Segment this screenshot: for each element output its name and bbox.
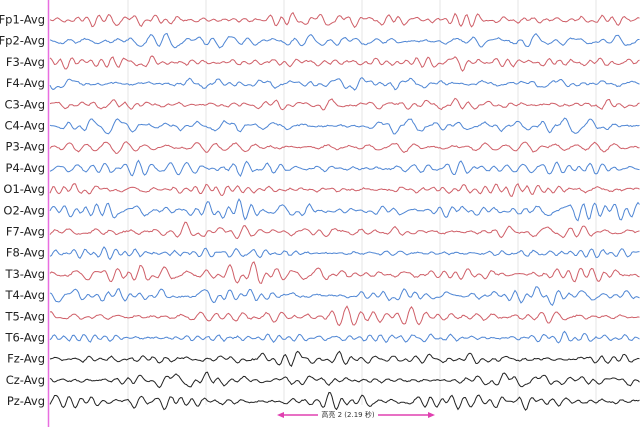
channel-label: Pz-Avg bbox=[7, 394, 45, 408]
eeg-trace bbox=[49, 221, 640, 240]
annotation-bg bbox=[318, 410, 378, 420]
eeg-trace bbox=[49, 198, 640, 222]
channel-label: T3-Avg bbox=[4, 267, 45, 281]
channel-label: T5-Avg bbox=[4, 309, 45, 323]
channel-labels: Fp1-Avg Fp2-Avg F3-Avg F4-Avg C3-Avg C4-Avg P3… bbox=[0, 13, 45, 409]
channel-label: F7-Avg bbox=[6, 225, 45, 239]
eeg-trace bbox=[49, 55, 640, 72]
traces bbox=[49, 11, 640, 411]
eeg-trace bbox=[49, 286, 640, 307]
channel-label: Fp1-Avg bbox=[0, 13, 45, 27]
channel-label: Fp2-Avg bbox=[0, 34, 45, 48]
eeg-trace bbox=[49, 246, 640, 261]
channel-label: C3-Avg bbox=[4, 97, 45, 111]
channel-label: Cz-Avg bbox=[6, 373, 45, 387]
channel-label: O2-Avg bbox=[3, 203, 45, 217]
annotation-label: 高亮 2 (2.19 秒) bbox=[321, 410, 374, 419]
eeg-trace bbox=[49, 32, 640, 49]
channel-label: Fz-Avg bbox=[7, 352, 45, 366]
channel-label: F8-Avg bbox=[6, 246, 45, 260]
eeg-trace bbox=[49, 159, 640, 178]
eeg-trace bbox=[49, 330, 640, 344]
eeg-trace bbox=[49, 117, 640, 135]
annotation: 高亮 2 (2.19 秒) bbox=[277, 410, 435, 420]
channel-label: F3-Avg bbox=[6, 55, 45, 69]
channel-label: O1-Avg bbox=[3, 182, 45, 196]
eeg-trace bbox=[49, 371, 640, 389]
arrow-head bbox=[277, 412, 284, 418]
channel-label: C4-Avg bbox=[4, 119, 45, 133]
eeg-trace bbox=[49, 261, 640, 284]
eeg-trace bbox=[49, 183, 640, 197]
channel-label: T6-Avg bbox=[4, 331, 45, 345]
channel-label: P4-Avg bbox=[6, 161, 45, 175]
eeg-trace bbox=[49, 350, 640, 368]
eeg-trace bbox=[49, 97, 640, 111]
eeg-trace bbox=[49, 141, 640, 155]
eeg-trace bbox=[49, 76, 640, 91]
time-grid bbox=[127, 0, 597, 405]
channel-label: F4-Avg bbox=[6, 76, 45, 90]
channel-label: T4-Avg bbox=[4, 288, 45, 302]
arrow-head bbox=[428, 412, 435, 418]
eeg-trace bbox=[49, 391, 640, 411]
channel-label: P3-Avg bbox=[6, 140, 45, 154]
eeg-trace bbox=[49, 305, 640, 327]
eeg-trace bbox=[49, 11, 640, 29]
